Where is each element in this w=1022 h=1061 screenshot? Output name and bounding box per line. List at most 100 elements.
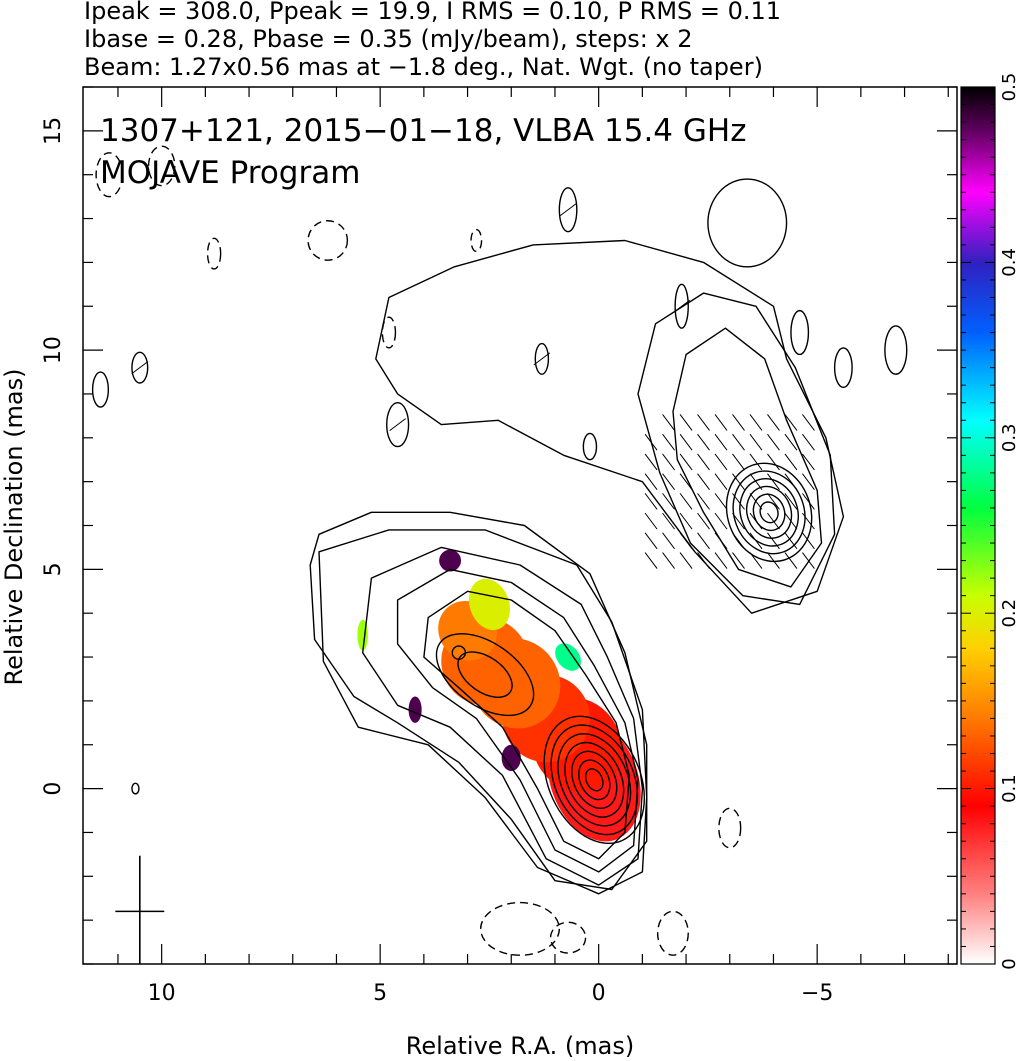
evpa-tick	[802, 493, 815, 510]
core-contour	[564, 741, 625, 818]
header-line-2: Ibase = 0.28, Pbase = 0.35 (mJy/beam), s…	[84, 25, 693, 53]
negative-contour	[206, 237, 222, 270]
isolated-contour	[582, 432, 598, 461]
evpa-tick	[679, 512, 693, 530]
negative-contour	[307, 220, 349, 261]
negative-contour	[95, 152, 124, 198]
y-tick-label: 15	[41, 117, 66, 145]
y-axis-ticks	[83, 86, 957, 965]
evpa-tick	[679, 552, 693, 569]
y-axis-title: Relative Declination (mas)	[0, 368, 28, 685]
polarization-map	[357, 549, 641, 842]
evpa-tick	[749, 493, 763, 510]
evpa-tick	[644, 473, 658, 490]
outer-jet-contour	[759, 501, 779, 524]
colorbar-label: 0.1	[999, 774, 1020, 803]
evpa-tick	[784, 512, 798, 530]
colorbar-label: 0	[999, 958, 1020, 969]
evpa-tick	[749, 473, 763, 490]
evpa-tick	[131, 361, 149, 375]
core-contour	[571, 750, 618, 809]
evpa-tick	[697, 433, 710, 451]
isolated-contour	[451, 645, 467, 660]
evpa-tick	[767, 414, 780, 431]
outer-jet-contour	[739, 478, 799, 547]
evpa-tick	[679, 493, 693, 510]
evpa-tick	[714, 493, 728, 510]
isolated-contour	[707, 178, 788, 268]
header-line-3: Beam: 1.27x0.56 mas at −1.8 deg., Nat. W…	[84, 53, 763, 81]
evpa-tick	[697, 453, 710, 471]
evpa-tick	[714, 473, 728, 490]
jet-envelope-contour	[362, 546, 644, 886]
outer-jet-envelope-contour	[637, 292, 836, 606]
pol-patch	[555, 643, 582, 671]
jet-envelope-contour	[318, 529, 648, 895]
evpa-tick	[697, 552, 710, 569]
y-tick-label: 5	[41, 562, 66, 576]
jet-contour	[457, 651, 513, 698]
evpa-tick	[679, 433, 693, 451]
isolated-contour	[790, 309, 810, 356]
evpa-tick	[749, 414, 763, 431]
evpa-tick	[802, 532, 815, 550]
evpa-tick	[767, 512, 780, 530]
evpa-tick	[732, 414, 745, 431]
evpa-tick	[749, 433, 763, 451]
isolated-contour	[131, 351, 149, 384]
core-contour	[550, 724, 639, 836]
evpa-tick	[662, 473, 675, 490]
intensity-contours	[91, 145, 908, 956]
evpa-tick	[784, 473, 798, 490]
negative-contour	[718, 807, 742, 849]
outer-jet-envelope-contour	[375, 239, 845, 614]
evpa-tick	[802, 433, 815, 451]
header-line-1: Ipeak = 308.0, Ppeak = 19.9, I RMS = 0.1…	[84, 0, 781, 25]
evpa-ticks	[131, 203, 815, 569]
x-tick-label: 10	[148, 981, 176, 1006]
evpa-tick	[732, 532, 745, 550]
evpa-tick	[679, 453, 693, 471]
pol-patch	[408, 696, 422, 723]
program-annotation: MOJAVE Program	[100, 155, 360, 191]
evpa-tick	[784, 414, 798, 431]
source-annotation: 1307+121, 2015−01−18, VLBA 15.4 GHz	[100, 113, 746, 149]
evpa-tick	[644, 493, 658, 510]
negative-contour	[549, 921, 587, 954]
colorbar	[960, 86, 996, 965]
evpa-tick	[732, 473, 745, 490]
evpa-tick	[767, 453, 780, 471]
evpa-tick	[662, 433, 675, 451]
x-axis-title: Relative R.A. (mas)	[406, 1032, 634, 1060]
evpa-tick	[784, 433, 798, 451]
evpa-tick	[767, 473, 780, 490]
outer-jet-contour	[725, 462, 813, 563]
evpa-tick	[679, 473, 693, 490]
y-tick-label: 0	[41, 782, 66, 796]
x-tick-label: −5	[801, 981, 833, 1006]
evpa-tick	[784, 453, 798, 471]
evpa-tick	[784, 552, 798, 569]
isolated-contour	[534, 342, 550, 375]
evpa-tick	[802, 473, 815, 490]
evpa-tick	[732, 512, 745, 530]
jet-contour	[435, 633, 535, 717]
x-tick-label: 0	[592, 981, 606, 1006]
evpa-tick	[644, 532, 658, 550]
jet-envelope-contour	[423, 590, 630, 860]
negative-contour	[147, 145, 176, 187]
colorbar-labels: 0 0.1 0.2 0.3 0.4 0.5	[999, 73, 1020, 970]
core-contour	[578, 759, 611, 801]
beam-marker	[115, 855, 165, 964]
evpa-tick	[714, 453, 728, 471]
evpa-tick	[644, 453, 658, 471]
evpa-tick	[533, 352, 551, 366]
colorbar-ticks	[961, 86, 995, 965]
y-tick-labels: 0 5 10 15	[41, 117, 66, 796]
pol-patch	[468, 578, 510, 631]
evpa-tick	[644, 433, 658, 451]
evpa-tick	[749, 512, 763, 530]
evpa-tick	[559, 203, 577, 217]
evpa-tick	[714, 552, 728, 569]
